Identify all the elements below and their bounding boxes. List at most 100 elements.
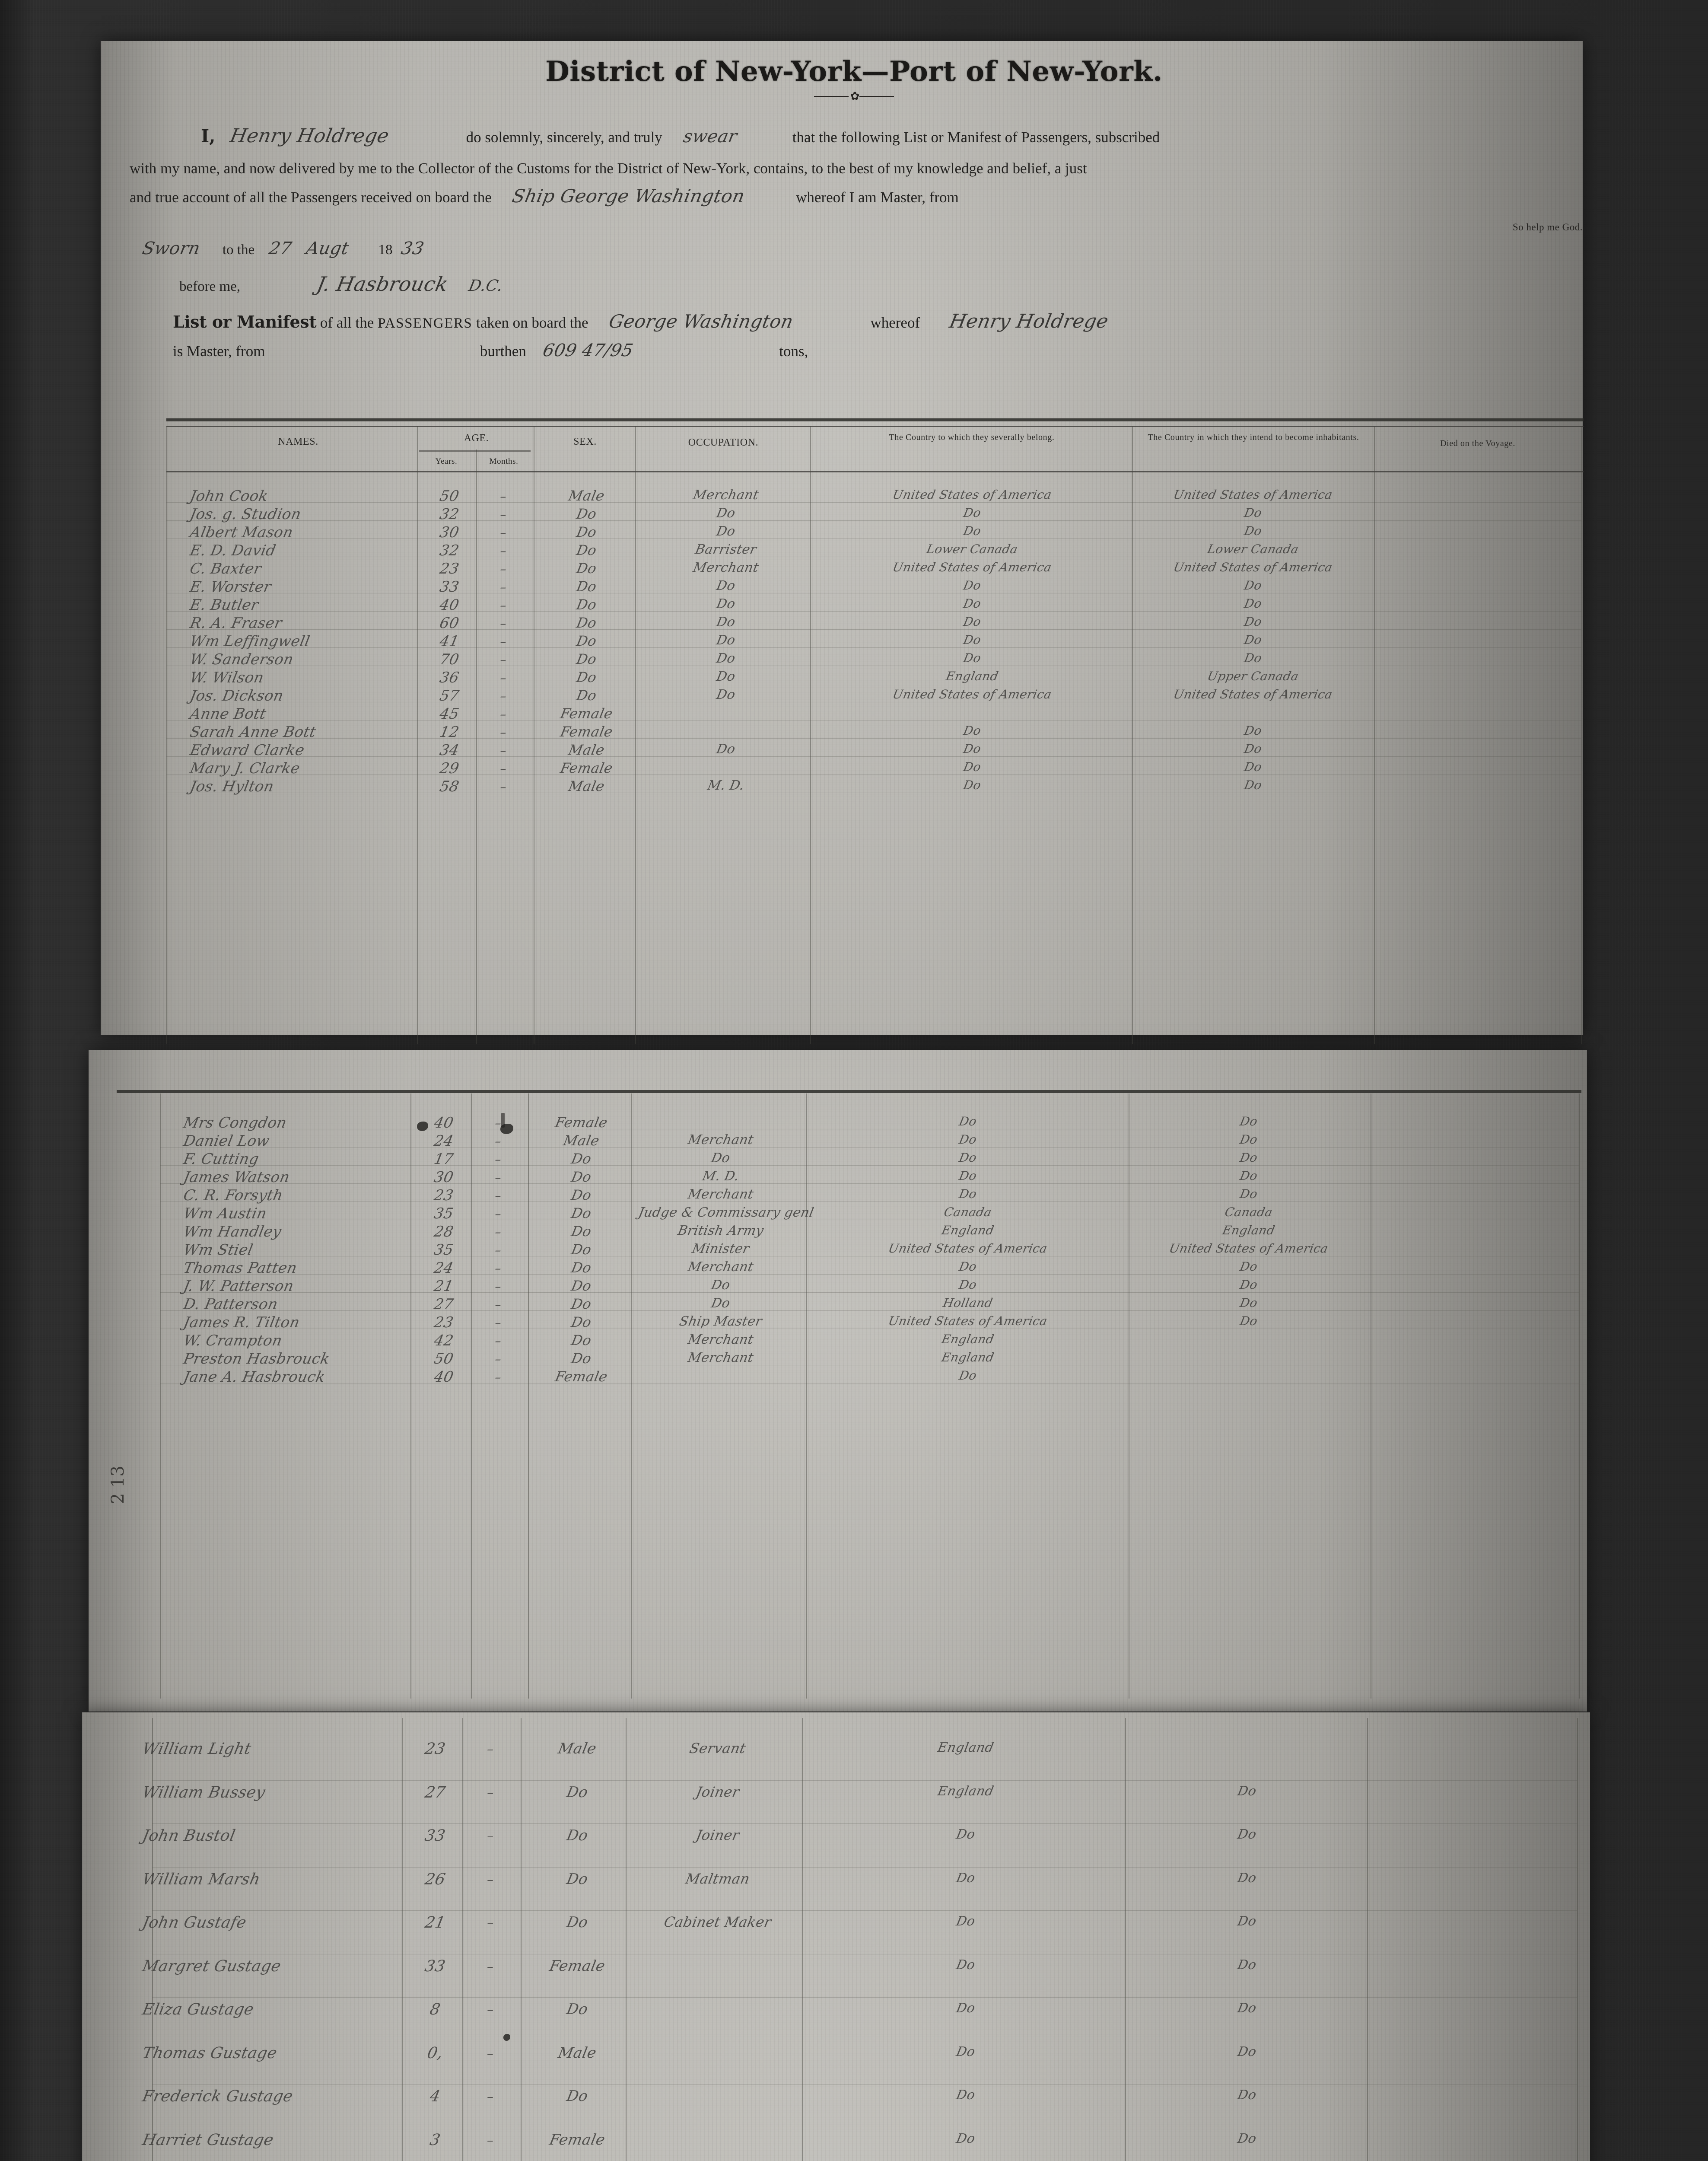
cell-sex: Do — [575, 506, 598, 522]
cell-occupation: M. D. — [706, 778, 746, 793]
cell-occupation: Do — [715, 578, 737, 593]
cell-age-months: – — [499, 725, 508, 739]
cell-sex: Male — [557, 2044, 598, 2062]
row-rule — [152, 1867, 1577, 1868]
cell-occupation: Merchant — [691, 488, 760, 503]
row-rule — [166, 647, 1581, 648]
cell-age-years: 23 — [423, 1740, 447, 1758]
cell-sex: Do — [575, 560, 598, 577]
cell-age-months: – — [499, 707, 508, 721]
cell-country-belong: Do — [962, 506, 983, 520]
cell-country-belong: Do — [957, 1151, 978, 1165]
cell-occupation: Do — [715, 687, 737, 702]
cell-age-months: – — [499, 689, 508, 703]
cell-occupation: Judge & Commissary genl — [637, 1205, 815, 1220]
cell-sex: Do — [569, 1314, 593, 1330]
cell-occupation: Maltman — [684, 1870, 751, 1887]
cell-name: Daniel Low — [182, 1132, 271, 1150]
cell-age-months: – — [493, 1261, 503, 1275]
cell-age-years: 41 — [438, 633, 461, 650]
cell-country-inhabit: England — [1221, 1223, 1276, 1237]
cell-occupation: Servant — [688, 1740, 747, 1756]
cell-name: W. Sanderson — [188, 651, 295, 668]
cell-age-years: 8 — [428, 2001, 442, 2018]
cell-country-inhabit: Do — [1236, 2044, 1258, 2059]
cell-age-months: – — [499, 743, 508, 758]
cell-name: R. A. Fraser — [188, 615, 284, 632]
cell-name: W. Crampton — [182, 1332, 284, 1349]
row-rule — [166, 611, 1581, 612]
cell-country-belong: Do — [962, 778, 983, 792]
oath-text-1: do solemnly, sincerely, and truly — [466, 129, 662, 146]
cell-age-years: 24 — [433, 1132, 455, 1150]
column-header-country-belong: The Country to which they severally belo… — [889, 433, 1055, 442]
cell-age-years: 21 — [423, 1914, 447, 1932]
cell-age-months: – — [485, 2002, 496, 2018]
column-header-age: AGE. — [464, 433, 489, 444]
cell-age-years: 32 — [438, 506, 461, 523]
cell-age-months: – — [485, 2046, 496, 2061]
row-rule — [152, 1780, 1577, 1781]
cell-country-inhabit: Do — [1236, 1827, 1258, 1842]
cell-country-inhabit: Do — [1243, 651, 1263, 665]
cell-age-months: – — [493, 1279, 503, 1294]
row-rule — [166, 520, 1581, 521]
cell-age-months: – — [493, 1334, 503, 1348]
oath-text-3: with my name, and now delivered by me to… — [130, 160, 1087, 177]
cell-age-years: 27 — [423, 1783, 447, 1801]
cell-age-months: – — [493, 1116, 503, 1130]
table-header-rule — [166, 471, 1584, 472]
manifest-page-middle — [89, 1050, 1587, 1712]
cell-age-months: – — [499, 544, 508, 558]
cell-country-belong: Do — [962, 742, 983, 756]
table-right-edge — [1581, 426, 1582, 1044]
oath-text-4: and true account of all the Passengers r… — [130, 189, 492, 206]
sworn-year-handwritten: 33 — [399, 239, 426, 258]
table-right-edge-s3 — [1577, 1718, 1578, 2161]
cell-occupation: Do — [715, 742, 737, 757]
cell-country-belong: Do — [957, 1132, 978, 1147]
table-top-rule — [166, 418, 1584, 421]
cell-occupation: Do — [715, 633, 737, 648]
cell-age-months: – — [499, 671, 508, 685]
cell-sex: Do — [565, 1827, 590, 1844]
cell-country-belong: Do — [962, 651, 983, 665]
cell-country-inhabit: Do — [1238, 1296, 1259, 1310]
cell-age-years: 57 — [438, 687, 461, 704]
column-header-age-months: Months. — [489, 457, 518, 466]
cell-country-belong: Do — [962, 760, 983, 774]
cell-sex: Female — [559, 705, 614, 722]
cell-name: William Bussey — [141, 1783, 267, 1801]
cell-sex: Do — [575, 615, 598, 631]
col-sep-occupation-belong-s3 — [802, 1718, 803, 2161]
cell-occupation: Do — [715, 651, 737, 666]
cell-country-inhabit: Do — [1236, 1914, 1258, 1929]
cell-age-years: 33 — [423, 1827, 447, 1845]
manifest-master-handwritten: Henry Holdrege — [947, 310, 1110, 332]
cell-age-years: 40 — [438, 596, 461, 614]
oath-text-5: whereof I am Master, from — [796, 189, 959, 206]
cell-name: Eliza Gustage — [141, 2001, 256, 2018]
cell-sex: Male — [567, 742, 606, 758]
sworn-line: Sworn to the 27 Augt 18 33 — [141, 239, 426, 258]
cell-age-years: 30 — [433, 1169, 455, 1186]
cell-country-belong: Do — [955, 1827, 976, 1842]
cell-country-inhabit: Do — [1236, 2131, 1258, 2146]
cell-country-belong: United States of America — [891, 687, 1053, 701]
cell-sex: Male — [567, 778, 606, 794]
col-sep-age-sex-s2 — [528, 1093, 529, 1699]
cell-age-months: – — [485, 1872, 496, 1887]
cell-name: Frederick Gustage — [141, 2088, 295, 2105]
cell-occupation: Merchant — [686, 1350, 755, 1365]
cell-name: Thomas Gustage — [141, 2044, 279, 2062]
cell-name: Wm Leffingwell — [188, 633, 312, 650]
col-sep-years-months-s2 — [471, 1093, 472, 1699]
cell-occupation: British Army — [676, 1223, 765, 1238]
tons-label: tons, — [779, 343, 808, 360]
cell-name: J. W. Patterson — [182, 1278, 296, 1295]
sworn-month-handwritten: Augt — [304, 239, 351, 258]
cell-sex: Do — [575, 687, 598, 704]
column-header-died-on-voyage: Died on the Voyage. — [1440, 439, 1515, 448]
cell-occupation: Merchant — [691, 560, 760, 575]
cell-sex: Do — [569, 1296, 593, 1312]
